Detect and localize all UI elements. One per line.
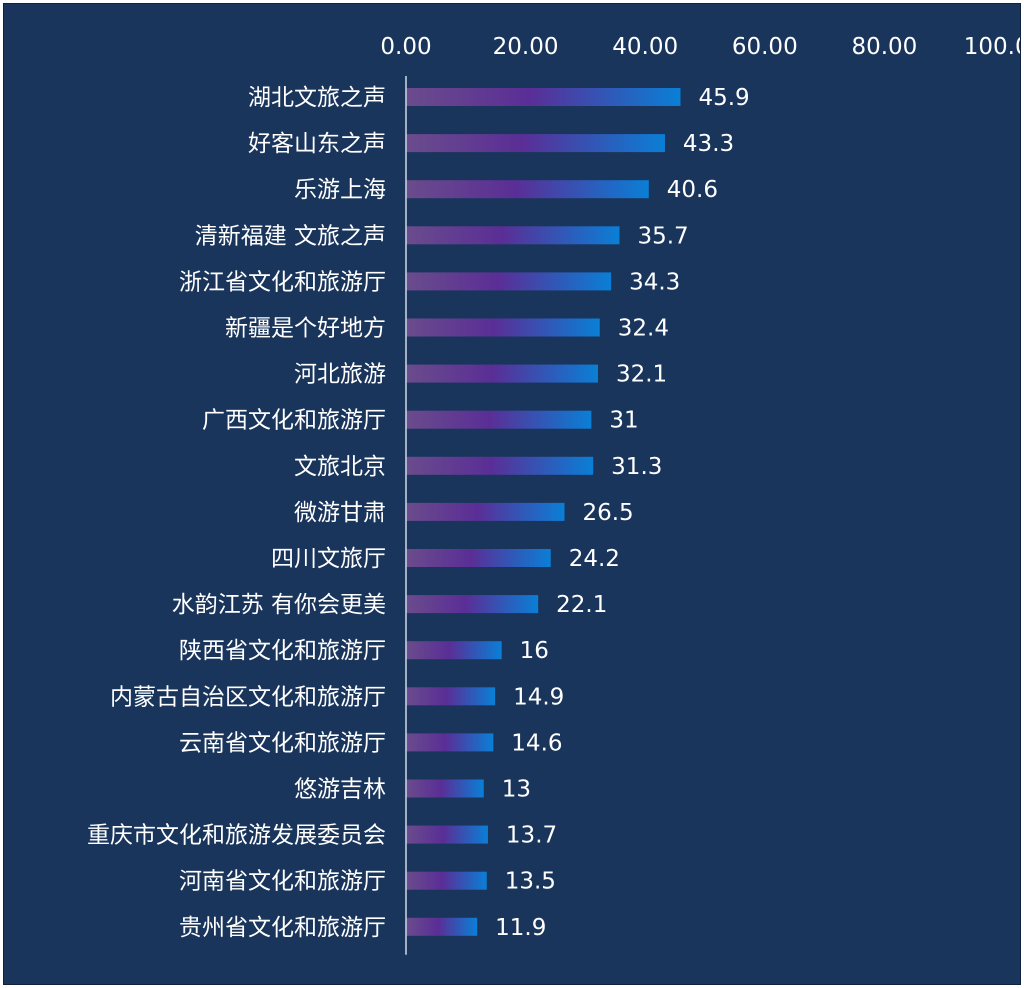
bar — [406, 272, 612, 291]
bar-chart: 0.00 20.00 40.00 60.00 80.00 100.00 湖北文旅之声好客山… — [87, 34, 1020, 955]
category-label: 清新福建 文旅之声 — [195, 223, 386, 249]
bar-value-label: 31 — [609, 408, 638, 434]
bar — [406, 456, 594, 475]
category-label: 悠游吉林 — [294, 777, 386, 803]
bar-value-label: 13.7 — [506, 823, 557, 849]
x-axis-ticks: 0.00 20.00 40.00 60.00 80.00 100.00 — [380, 34, 1020, 60]
bar-value-label: 45.9 — [698, 85, 749, 111]
bar-value-label: 13 — [502, 777, 531, 803]
bar — [406, 687, 496, 706]
x-tick-label: 0.00 — [380, 34, 431, 60]
bar-value-label: 26.5 — [582, 500, 633, 526]
chart-panel: 0.00 20.00 40.00 60.00 80.00 100.00 湖北文旅之声好客山… — [3, 3, 1021, 985]
x-tick-label: 100.00 — [964, 34, 1020, 60]
bar — [406, 595, 539, 614]
x-tick-label: 20.00 — [493, 34, 559, 60]
bar — [406, 871, 487, 890]
category-label: 云南省文化和旅游厅 — [179, 730, 386, 756]
bar-value-label: 22.1 — [556, 592, 607, 618]
category-label: 重庆市文化和旅游发展委员会 — [87, 823, 386, 849]
category-label: 陕西省文化和旅游厅 — [179, 638, 386, 664]
bar — [406, 226, 620, 245]
value-labels: 45.9 43.3 40.6 35.7 34.3 32.4 32.1 31 31.3 26.5 24… — [495, 85, 750, 941]
category-label: 河南省文化和旅游厅 — [179, 869, 386, 895]
bar — [406, 364, 598, 383]
bar-value-label: 35.7 — [637, 223, 688, 249]
bar — [406, 318, 600, 337]
bar-value-label: 34.3 — [629, 269, 680, 295]
bar-value-label: 32.4 — [618, 316, 669, 342]
bar-value-label: 13.5 — [505, 869, 556, 895]
bar — [406, 549, 551, 567]
bar — [406, 88, 681, 106]
category-label: 四川文旅厅 — [271, 546, 386, 572]
bar-value-label: 11.9 — [495, 915, 546, 941]
bar — [406, 917, 478, 936]
bar-value-label: 14.9 — [513, 684, 564, 710]
bar — [406, 733, 494, 752]
bar — [406, 502, 565, 521]
bar-value-label: 32.1 — [616, 362, 667, 388]
bar-value-label: 16 — [520, 638, 549, 664]
bar — [406, 641, 502, 660]
category-label: 乐游上海 — [294, 177, 386, 203]
bar-value-label: 24.2 — [569, 546, 620, 572]
bar-value-label: 31.3 — [611, 454, 662, 480]
category-label: 湖北文旅之声 — [248, 85, 386, 111]
bar — [406, 134, 665, 153]
bar-value-label: 14.6 — [511, 730, 562, 756]
x-tick-label: 40.00 — [612, 34, 678, 60]
category-label: 文旅北京 — [294, 454, 386, 480]
x-tick-label: 80.00 — [851, 34, 917, 60]
category-label: 新疆是个好地方 — [225, 316, 386, 342]
bar — [406, 180, 649, 199]
category-label: 好客山东之声 — [248, 131, 386, 157]
category-label: 水韵江苏 有你会更美 — [172, 592, 386, 618]
category-label: 河北旅游 — [294, 362, 386, 388]
bar-value-label: 43.3 — [683, 131, 734, 157]
bar-value-label: 40.6 — [667, 177, 718, 203]
category-label: 浙江省文化和旅游厅 — [179, 269, 386, 295]
bar — [406, 779, 484, 798]
bar — [406, 410, 592, 429]
bar — [406, 825, 488, 844]
category-label: 广西文化和旅游厅 — [202, 408, 386, 434]
category-label: 微游甘肃 — [294, 500, 386, 526]
bar-series — [406, 88, 681, 936]
category-label: 贵州省文化和旅游厅 — [179, 915, 386, 941]
category-label: 内蒙古自治区文化和旅游厅 — [110, 684, 386, 710]
x-tick-label: 60.00 — [732, 34, 798, 60]
